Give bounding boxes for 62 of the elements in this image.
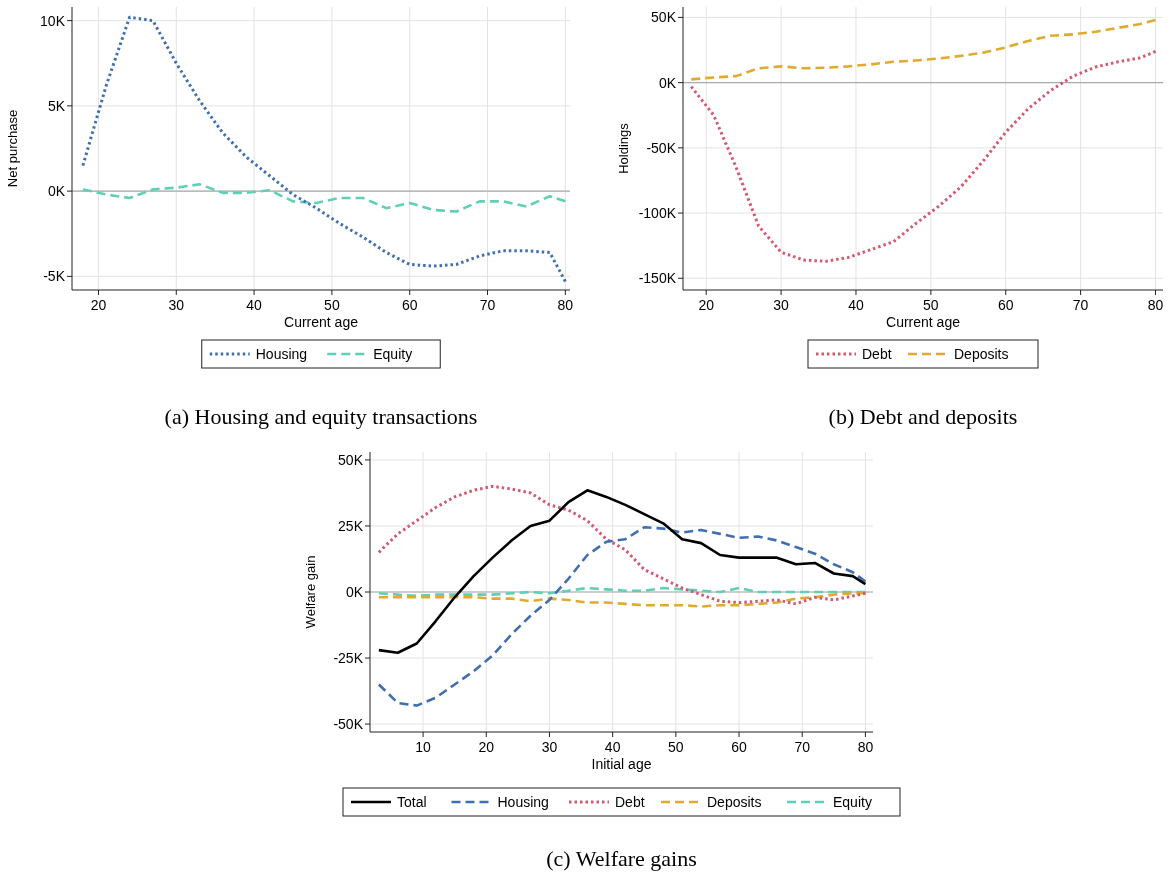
x-tick-label: 40 bbox=[848, 297, 864, 313]
x-tick-label: 50 bbox=[668, 739, 684, 755]
x-tick-label: 70 bbox=[479, 297, 496, 313]
y-tick-label: 50K bbox=[338, 451, 364, 468]
x-tick-label: 30 bbox=[168, 297, 185, 313]
y-axis-title: Holdings bbox=[616, 122, 631, 174]
text: (b) Debt and deposits bbox=[828, 404, 1018, 429]
x-tick-label: 80 bbox=[857, 739, 874, 755]
x-tick-label: 20 bbox=[90, 297, 107, 313]
y-tick-label: 0K bbox=[345, 584, 364, 600]
y-tick-label: 50K bbox=[651, 9, 677, 26]
y-axis-title: Welfare gain bbox=[303, 555, 318, 629]
line-series bbox=[377, 484, 867, 606]
legend-label: Deposits bbox=[954, 346, 1009, 362]
legend-label: Equity bbox=[373, 346, 413, 362]
y-tick-label: -50K bbox=[646, 139, 677, 156]
x-axis-title: Current age bbox=[284, 314, 359, 330]
x-tick-label: 60 bbox=[401, 297, 418, 313]
line-series bbox=[81, 183, 567, 213]
x-tick-label: 60 bbox=[997, 297, 1014, 313]
y-tick-label: 5K bbox=[47, 97, 66, 114]
legend-label: Debt bbox=[862, 346, 892, 362]
x-tick-label: 10 bbox=[415, 739, 432, 755]
x-tick-label: 20 bbox=[698, 297, 715, 313]
x-axis-title: Initial age bbox=[591, 756, 652, 772]
line-series bbox=[377, 489, 867, 655]
line-series bbox=[377, 525, 867, 707]
x-tick-label: 30 bbox=[541, 739, 558, 755]
x-tick-label: 50 bbox=[923, 297, 939, 313]
x-tick-label: 20 bbox=[478, 739, 495, 755]
y-tick-label: 0K bbox=[658, 74, 677, 91]
y-tick-label: -100K bbox=[638, 205, 677, 222]
x-tick-label: 60 bbox=[731, 739, 748, 755]
y-tick-label: -150K bbox=[638, 270, 677, 287]
y-tick-label: 10K bbox=[40, 12, 66, 29]
x-tick-label: 40 bbox=[246, 297, 263, 313]
legend-label: Housing bbox=[497, 794, 549, 810]
x-tick-label: 70 bbox=[1072, 297, 1089, 313]
y-tick-label: -50K bbox=[333, 716, 364, 733]
text: (c) Welfare gains bbox=[546, 846, 697, 871]
line-series bbox=[689, 18, 1157, 81]
line-series bbox=[81, 15, 567, 283]
y-tick-label: 0K bbox=[47, 183, 66, 200]
legend-label: Total bbox=[397, 794, 427, 810]
legend-label: Equity bbox=[833, 794, 872, 810]
x-tick-label: 80 bbox=[557, 297, 574, 313]
x-tick-label: 70 bbox=[794, 739, 811, 755]
legend-label: Housing bbox=[255, 346, 308, 362]
x-tick-label: 50 bbox=[324, 297, 340, 313]
y-tick-label: 25K bbox=[338, 517, 364, 534]
x-axis-title: Current age bbox=[886, 314, 961, 330]
line-series bbox=[377, 586, 867, 598]
x-tick-label: 40 bbox=[604, 739, 621, 755]
y-axis-title: Net purchase bbox=[5, 109, 20, 188]
legend-label: Deposits bbox=[707, 794, 762, 810]
legend-label: Debt bbox=[615, 794, 645, 810]
y-tick-label: -25K bbox=[333, 650, 364, 667]
x-tick-label: 80 bbox=[1147, 297, 1164, 313]
text: (a) Housing and equity transactions bbox=[164, 404, 478, 429]
line-series bbox=[689, 49, 1158, 263]
y-tick-label: -5K bbox=[43, 268, 66, 285]
x-tick-label: 30 bbox=[773, 297, 790, 313]
